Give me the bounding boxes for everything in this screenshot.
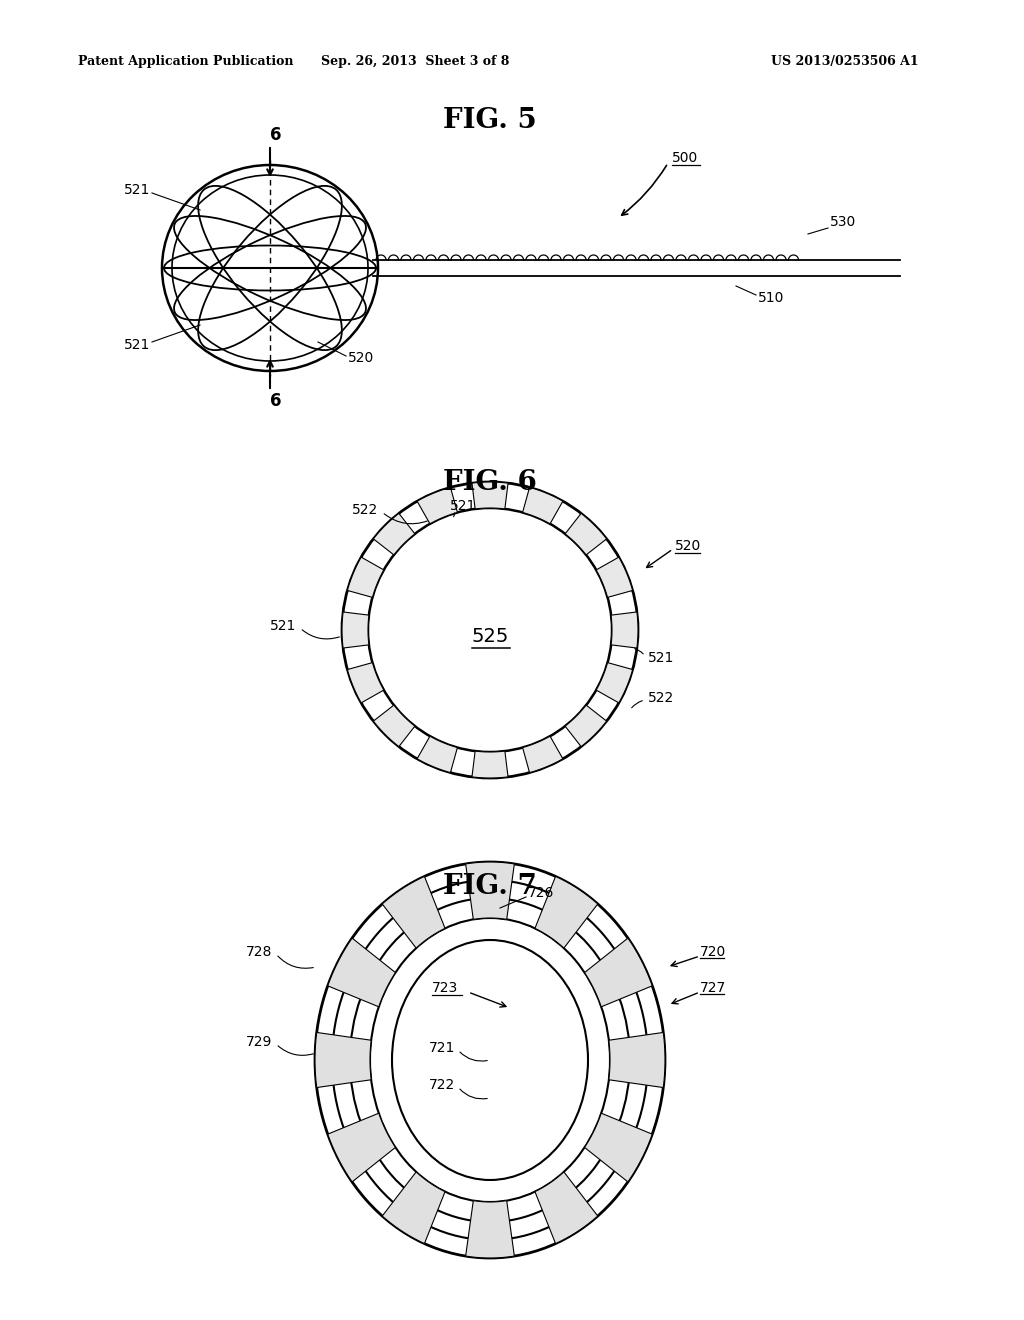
Text: 726: 726 — [528, 886, 554, 900]
Text: US 2013/0253506 A1: US 2013/0253506 A1 — [771, 55, 919, 69]
Polygon shape — [328, 939, 395, 1007]
Polygon shape — [374, 513, 415, 554]
Polygon shape — [522, 487, 563, 524]
Text: 521: 521 — [269, 619, 296, 634]
Text: 525: 525 — [471, 627, 509, 647]
Text: 720: 720 — [700, 945, 726, 960]
Text: 530: 530 — [830, 215, 856, 228]
Text: Patent Application Publication: Patent Application Publication — [78, 55, 294, 69]
Polygon shape — [596, 663, 633, 702]
Text: 520: 520 — [675, 539, 701, 553]
Polygon shape — [535, 1172, 598, 1243]
Polygon shape — [565, 705, 606, 747]
Polygon shape — [347, 663, 384, 702]
Polygon shape — [596, 557, 633, 598]
Text: 521: 521 — [450, 499, 476, 513]
Polygon shape — [382, 1172, 445, 1243]
Text: 722: 722 — [429, 1078, 455, 1092]
Text: 521: 521 — [124, 183, 150, 197]
Polygon shape — [611, 612, 638, 648]
Text: 521: 521 — [648, 651, 675, 665]
Polygon shape — [535, 876, 598, 948]
Polygon shape — [609, 1032, 665, 1088]
Text: 500: 500 — [672, 150, 698, 165]
Text: 721: 721 — [429, 1041, 455, 1055]
Polygon shape — [328, 1113, 395, 1181]
Polygon shape — [472, 751, 508, 777]
Polygon shape — [466, 862, 514, 920]
Text: Sep. 26, 2013  Sheet 3 of 8: Sep. 26, 2013 Sheet 3 of 8 — [321, 55, 509, 69]
Text: 6: 6 — [270, 392, 282, 411]
Polygon shape — [417, 737, 458, 772]
Polygon shape — [342, 612, 369, 648]
Polygon shape — [315, 1032, 371, 1088]
Text: 728: 728 — [246, 945, 272, 960]
Text: FIG. 7: FIG. 7 — [443, 873, 537, 899]
Text: 723: 723 — [432, 981, 459, 995]
Text: 6: 6 — [270, 125, 282, 144]
Polygon shape — [585, 939, 652, 1007]
Text: 510: 510 — [758, 290, 784, 305]
Text: 521: 521 — [124, 338, 150, 352]
Polygon shape — [472, 482, 508, 510]
Text: 522: 522 — [352, 503, 378, 517]
Text: 729: 729 — [246, 1035, 272, 1049]
Polygon shape — [585, 1113, 652, 1181]
Text: FIG. 5: FIG. 5 — [443, 107, 537, 133]
Text: 522: 522 — [648, 690, 674, 705]
Text: FIG. 6: FIG. 6 — [443, 469, 537, 495]
Polygon shape — [565, 513, 606, 554]
Polygon shape — [417, 487, 458, 524]
Polygon shape — [347, 557, 384, 598]
Text: 727: 727 — [700, 981, 726, 995]
Polygon shape — [382, 876, 445, 948]
Text: 520: 520 — [348, 351, 374, 366]
Polygon shape — [374, 705, 415, 747]
Polygon shape — [466, 1201, 514, 1258]
Polygon shape — [522, 737, 563, 772]
